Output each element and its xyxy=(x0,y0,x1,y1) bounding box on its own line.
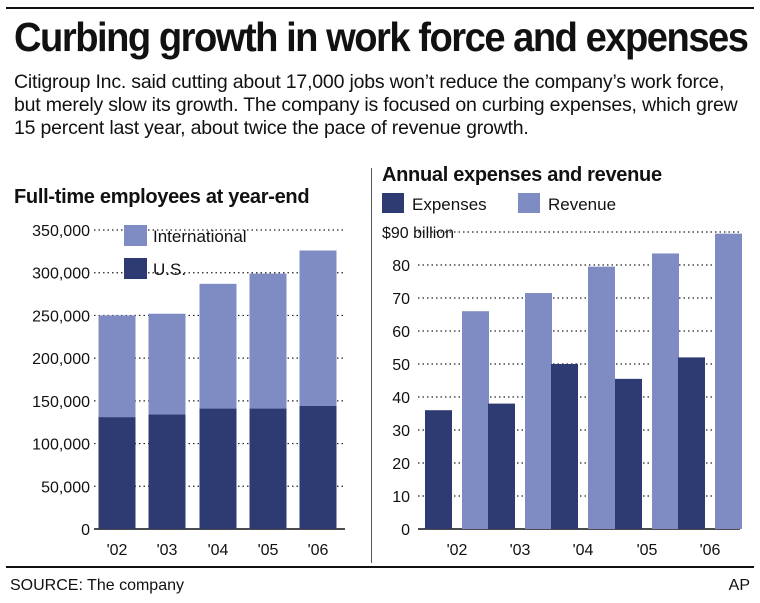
x-tick-label: '02 xyxy=(107,542,128,559)
source-note: SOURCE: The company xyxy=(10,577,184,594)
legend-swatch xyxy=(382,193,404,213)
bar-revenue xyxy=(652,253,679,529)
y-tick-label: 100,000 xyxy=(32,437,90,454)
y-tick-label: 30 xyxy=(392,423,410,440)
x-tick-label: '03 xyxy=(157,542,178,559)
legend-swatch xyxy=(124,225,147,246)
bar-revenue xyxy=(588,266,615,529)
bar-revenue xyxy=(715,233,742,529)
y-tick-label: 10 xyxy=(392,489,410,506)
bar-international xyxy=(299,250,337,406)
y-tick-label: 350,000 xyxy=(32,223,90,240)
x-tick-label: '04 xyxy=(573,542,594,559)
bottom-rule xyxy=(6,566,754,568)
credit-note: AP xyxy=(728,577,750,594)
x-tick-label: '05 xyxy=(637,542,658,559)
expenses-chart-title: Annual expenses and revenue xyxy=(382,164,662,186)
bar-expenses xyxy=(488,403,515,529)
employees-chart-title: Full-time employees at year-end xyxy=(14,186,310,208)
bar-us xyxy=(148,414,186,529)
bar-revenue xyxy=(525,293,552,529)
y-tick-label: 0 xyxy=(81,522,90,539)
bar-international xyxy=(199,283,237,409)
y-tick-label: 70 xyxy=(392,291,410,308)
y-tick-label: 0 xyxy=(401,522,410,539)
x-tick-label: '04 xyxy=(208,542,229,559)
bar-expenses xyxy=(678,357,705,529)
y-tick-label: 40 xyxy=(392,390,410,407)
bar-expenses xyxy=(425,410,452,529)
panel-divider xyxy=(371,168,372,563)
bar-us xyxy=(98,417,136,529)
y-tick-label: 50,000 xyxy=(41,479,90,496)
page-title: Curbing growth in work force and expense… xyxy=(14,14,749,60)
bar-revenue xyxy=(462,311,489,529)
y-tick-label: 80 xyxy=(392,258,410,275)
x-tick-label: '06 xyxy=(308,542,329,559)
page-subtitle: Citigroup Inc. said cutting about 17,000… xyxy=(14,71,738,139)
x-tick-label: '02 xyxy=(447,542,468,559)
legend-swatch xyxy=(124,258,147,279)
x-tick-label: '06 xyxy=(700,542,721,559)
y-tick-label: 200,000 xyxy=(32,351,90,368)
x-tick-label: '03 xyxy=(510,542,531,559)
top-rule xyxy=(6,7,754,9)
y-tick-label: 300,000 xyxy=(32,266,90,283)
legend-label: International xyxy=(153,227,247,246)
bar-expenses xyxy=(551,364,578,529)
x-tick-label: '05 xyxy=(258,542,279,559)
bar-international xyxy=(249,273,287,409)
y-tick-label: 60 xyxy=(392,324,410,341)
y-tick-label: 20 xyxy=(392,456,410,473)
bar-international xyxy=(148,313,186,415)
y-tick-label: 150,000 xyxy=(32,394,90,411)
bar-us xyxy=(249,408,287,529)
y-tick-label: $90 billion xyxy=(382,225,454,242)
bar-us xyxy=(199,408,237,529)
bar-international xyxy=(98,315,136,418)
legend-label: Expenses xyxy=(412,195,487,214)
bar-expenses xyxy=(615,378,642,529)
y-tick-label: 50 xyxy=(392,357,410,374)
legend-label: Revenue xyxy=(548,195,616,214)
legend-label: U.S. xyxy=(153,260,186,279)
bar-us xyxy=(299,405,337,529)
y-tick-label: 250,000 xyxy=(32,308,90,325)
legend-swatch xyxy=(518,193,540,213)
